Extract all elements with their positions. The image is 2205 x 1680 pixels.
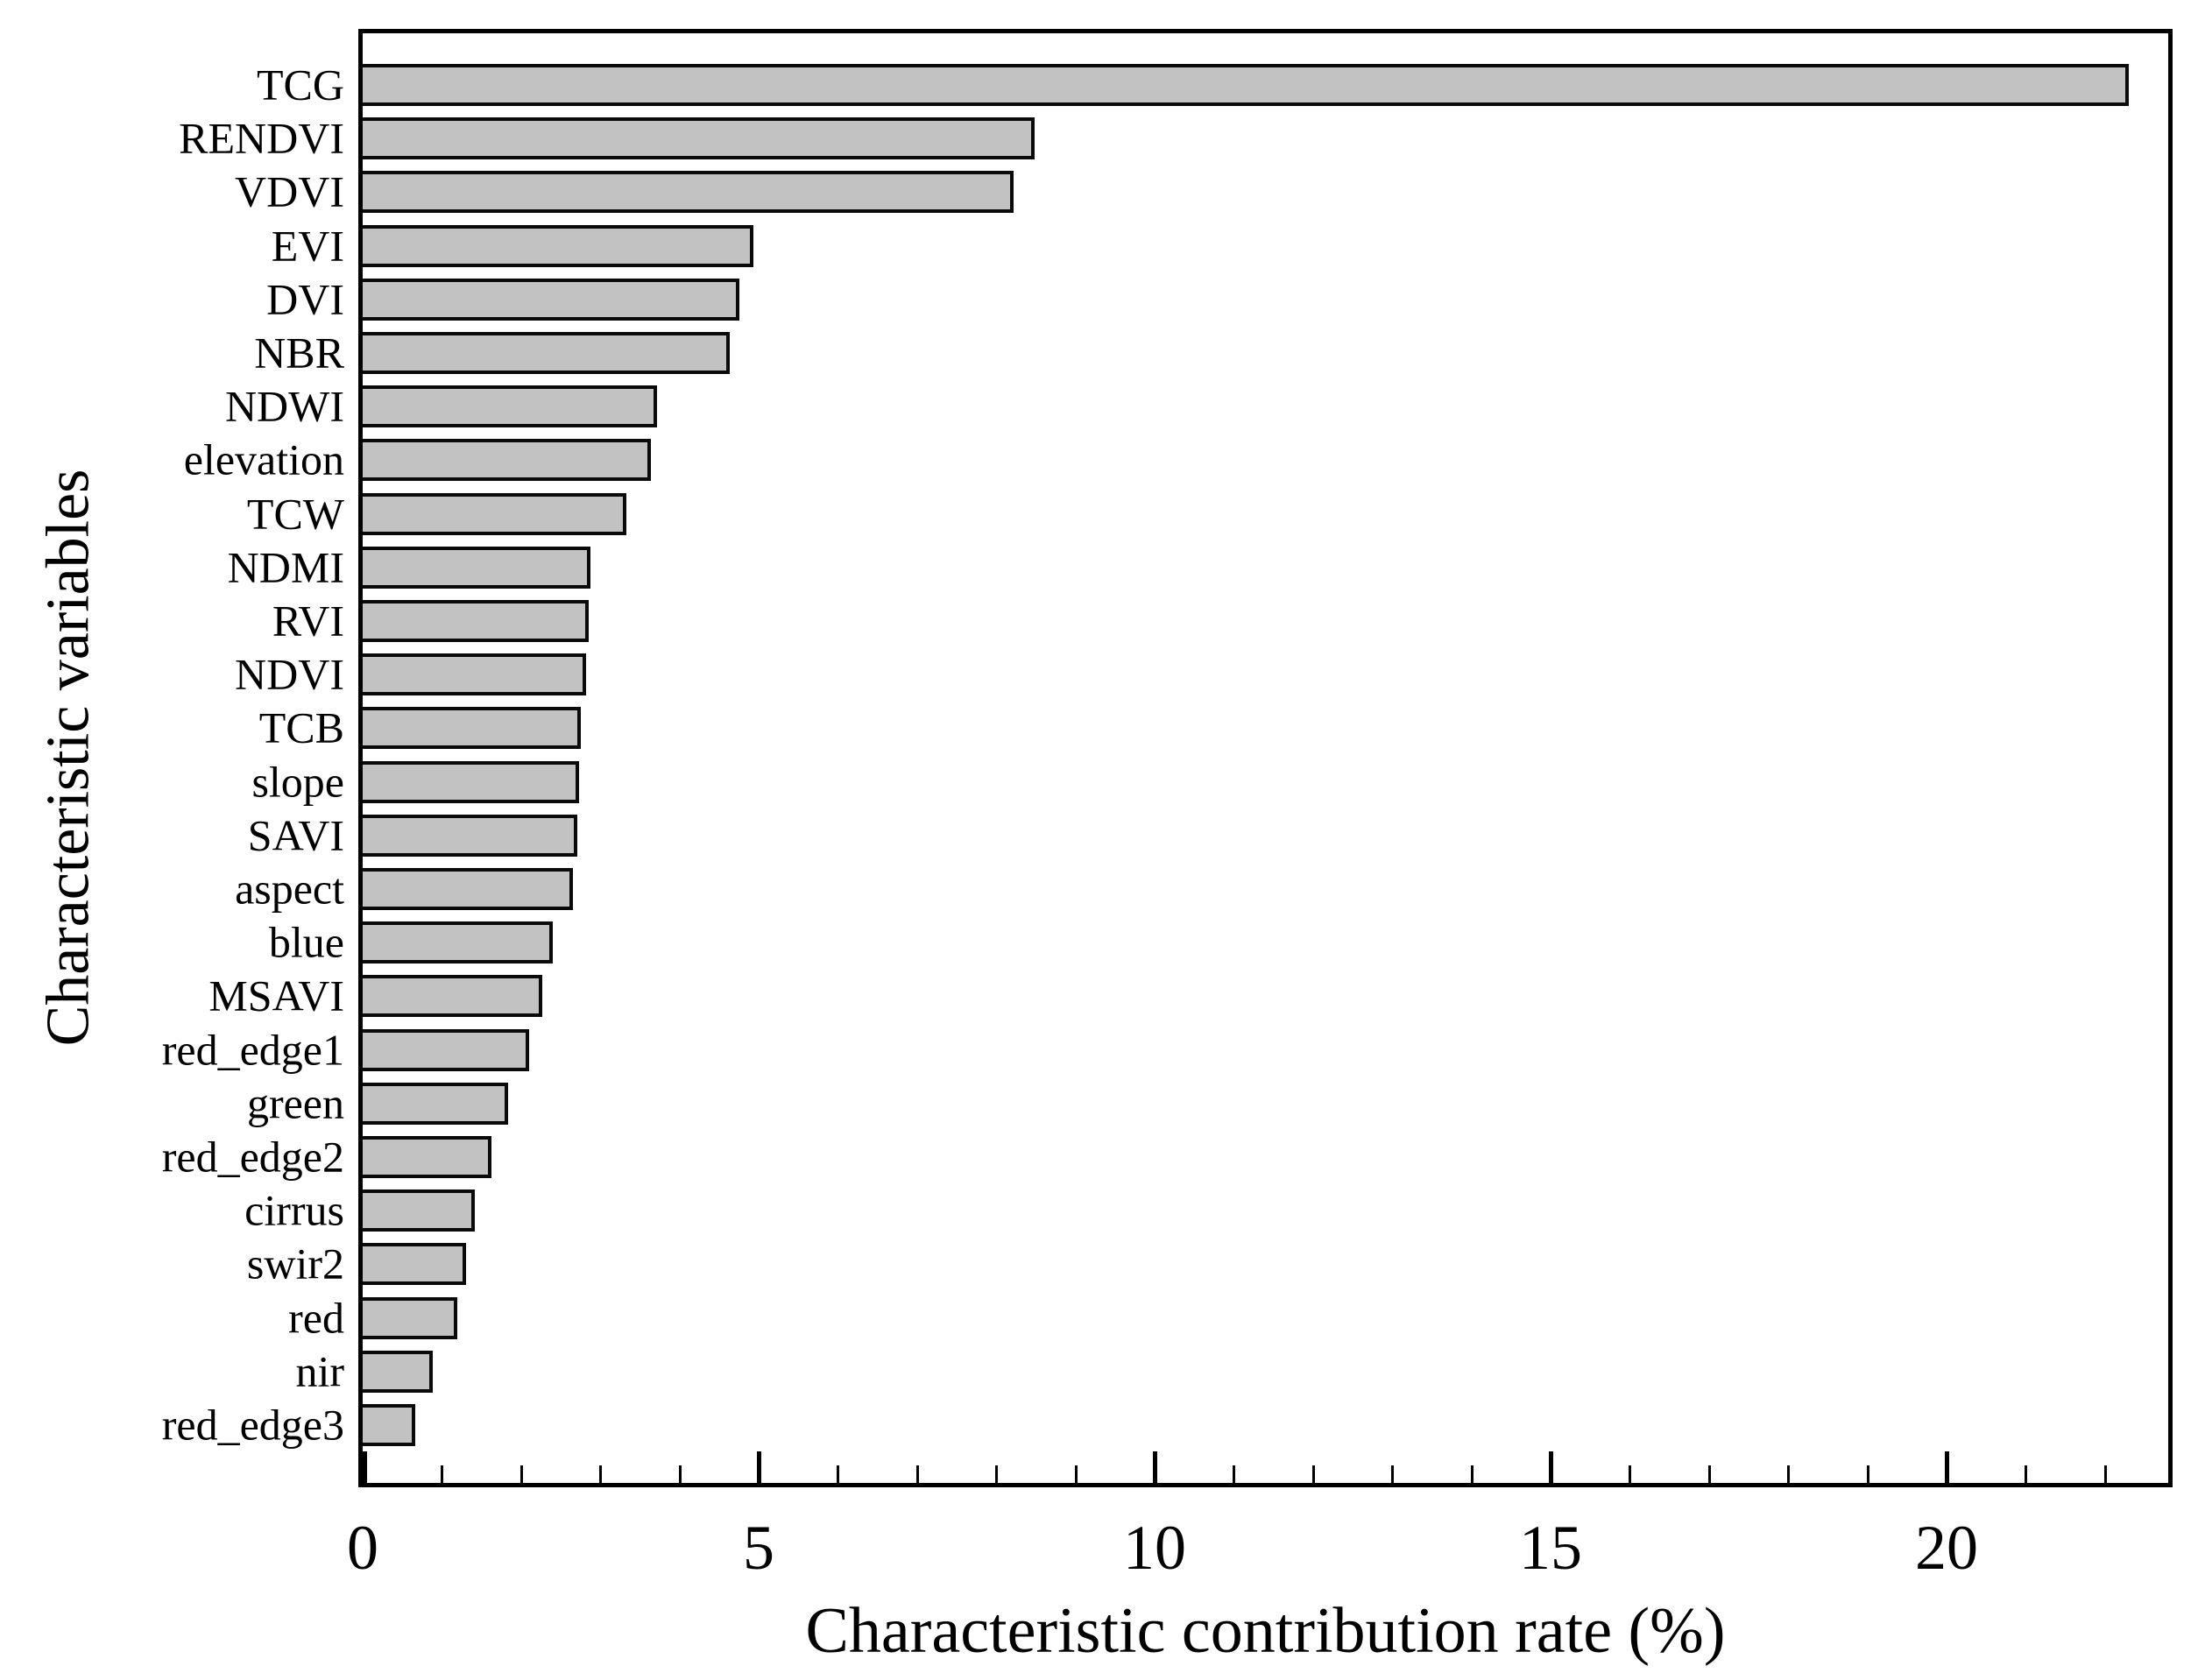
x-axis-minor-tick bbox=[1471, 1465, 1474, 1483]
bar bbox=[363, 224, 753, 267]
x-axis-minor-tick bbox=[2025, 1465, 2027, 1483]
x-axis-minor-tick bbox=[995, 1465, 998, 1483]
x-axis-major-tick bbox=[363, 1451, 367, 1483]
bar bbox=[363, 653, 586, 696]
x-axis-minor-tick bbox=[1075, 1465, 1078, 1483]
y-tick-label: nir bbox=[295, 1346, 344, 1396]
x-axis-minor-tick bbox=[679, 1465, 682, 1483]
x-axis-minor-tick bbox=[520, 1465, 523, 1483]
x-axis-minor-tick bbox=[916, 1465, 919, 1483]
y-tick-label: elevation bbox=[183, 434, 344, 484]
bar bbox=[363, 1243, 466, 1286]
x-axis-minor-tick bbox=[441, 1465, 443, 1483]
y-tick-label: VDVI bbox=[235, 166, 344, 216]
bar bbox=[363, 1404, 415, 1446]
plot-area bbox=[358, 29, 2173, 1487]
bar bbox=[363, 1350, 433, 1393]
x-axis-minor-tick bbox=[1233, 1465, 1235, 1483]
y-tick-label: NDWI bbox=[224, 381, 344, 431]
y-tick-label: red_edge3 bbox=[161, 1400, 344, 1450]
bar bbox=[363, 546, 590, 589]
y-tick-label: red bbox=[288, 1293, 344, 1343]
bar bbox=[363, 1189, 475, 1232]
y-tick-label: slope bbox=[251, 757, 344, 807]
x-axis-minor-tick bbox=[1312, 1465, 1315, 1483]
x-axis-major-tick bbox=[1945, 1451, 1949, 1483]
y-tick-label: TCG bbox=[257, 60, 344, 109]
bar bbox=[363, 600, 589, 642]
y-tick-label: red_edge1 bbox=[161, 1025, 344, 1075]
y-tick-label: EVI bbox=[271, 221, 344, 271]
bar bbox=[363, 975, 542, 1018]
x-axis-minor-tick bbox=[1629, 1465, 1631, 1483]
bar bbox=[363, 921, 553, 964]
x-axis-minor-tick bbox=[1867, 1465, 1869, 1483]
y-tick-label: RVI bbox=[272, 596, 344, 646]
y-tick-label: TCW bbox=[246, 489, 344, 539]
bar bbox=[363, 814, 577, 857]
bar bbox=[363, 1296, 457, 1339]
bar bbox=[363, 171, 1014, 214]
y-tick-label: green bbox=[246, 1078, 344, 1128]
x-axis-minor-tick bbox=[1708, 1465, 1711, 1483]
y-tick-label: MSAVI bbox=[208, 971, 344, 1020]
y-tick-label: NBR bbox=[254, 328, 344, 378]
x-axis-minor-tick bbox=[1391, 1465, 1394, 1483]
y-tick-label: DVI bbox=[266, 274, 344, 324]
x-axis-minor-tick bbox=[1787, 1465, 1790, 1483]
y-tick-label: SAVI bbox=[247, 810, 344, 860]
x-tick-label: 20 bbox=[1915, 1513, 1978, 1583]
bar bbox=[363, 1028, 529, 1071]
bar bbox=[363, 1136, 491, 1178]
y-tick-label: aspect bbox=[235, 864, 344, 914]
bar bbox=[363, 760, 579, 803]
y-tick-label: TCB bbox=[258, 702, 344, 752]
y-tick-label: swir2 bbox=[246, 1239, 344, 1288]
y-tick-label: RENDVI bbox=[179, 113, 344, 163]
x-tick-labels: 0 5 10 15 20 bbox=[347, 1513, 2168, 1592]
bar bbox=[363, 1082, 508, 1125]
x-tick-label: 15 bbox=[1519, 1513, 1582, 1583]
x-axis-major-tick bbox=[1153, 1451, 1157, 1483]
x-axis-minor-tick bbox=[599, 1465, 602, 1483]
y-tick-label: cirrus bbox=[244, 1185, 344, 1235]
x-axis-major-tick bbox=[757, 1451, 761, 1483]
y-tick-label: NDMI bbox=[227, 542, 344, 592]
bar bbox=[363, 492, 626, 535]
x-axis-minor-tick bbox=[837, 1465, 839, 1483]
bar bbox=[363, 278, 739, 321]
y-tick-label: NDVI bbox=[235, 649, 344, 699]
bar bbox=[363, 64, 2129, 106]
bar bbox=[363, 707, 581, 750]
x-axis-major-tick bbox=[1549, 1451, 1553, 1483]
bar bbox=[363, 439, 651, 482]
bar bbox=[363, 332, 730, 374]
y-tick-label: red_edge2 bbox=[161, 1132, 344, 1182]
x-tick-label: 0 bbox=[347, 1513, 378, 1583]
x-axis-title: Characteristic contribution rate (%) bbox=[805, 1595, 1726, 1667]
bar bbox=[363, 868, 573, 910]
x-axis-minor-tick bbox=[2104, 1465, 2107, 1483]
bar bbox=[363, 385, 657, 428]
x-tick-label: 5 bbox=[743, 1513, 774, 1583]
y-tick-label: blue bbox=[268, 917, 344, 967]
x-tick-label: 10 bbox=[1123, 1513, 1186, 1583]
bar bbox=[363, 117, 1035, 160]
y-tick-labels: TCG RENDVI VDVI EVI DVI NBR NDWI elevation TCW ND… bbox=[0, 29, 344, 1487]
